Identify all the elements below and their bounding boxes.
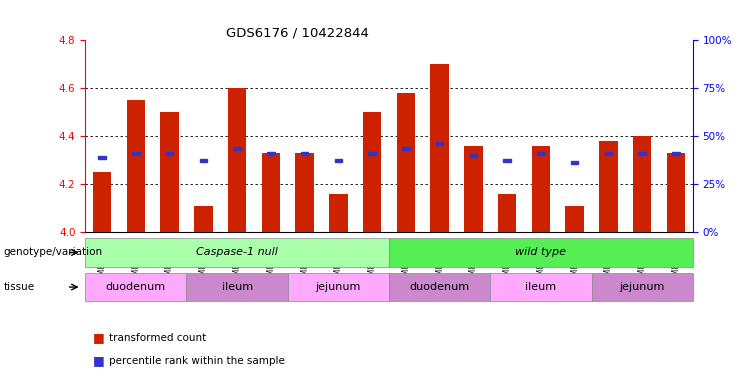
Bar xyxy=(85,238,389,267)
Bar xyxy=(531,146,551,232)
Bar xyxy=(464,146,482,232)
Bar xyxy=(396,93,415,232)
Bar xyxy=(368,152,376,154)
Title: GDS6176 / 10422844: GDS6176 / 10422844 xyxy=(227,26,369,39)
Text: ileum: ileum xyxy=(525,282,556,292)
Text: ■: ■ xyxy=(93,354,104,367)
Text: Caspase-1 null: Caspase-1 null xyxy=(196,247,278,258)
Text: transformed count: transformed count xyxy=(109,333,206,343)
Bar xyxy=(571,161,579,164)
Text: genotype/variation: genotype/variation xyxy=(4,247,103,258)
Text: ileum: ileum xyxy=(222,282,253,292)
Bar xyxy=(605,152,612,154)
Text: wild type: wild type xyxy=(516,247,566,258)
Bar xyxy=(268,152,275,154)
Bar xyxy=(301,152,308,154)
Bar xyxy=(633,136,651,232)
Text: jejunum: jejunum xyxy=(619,282,665,292)
Text: tissue: tissue xyxy=(4,282,35,292)
Bar xyxy=(565,206,584,232)
Text: duodenum: duodenum xyxy=(106,282,166,292)
Bar xyxy=(537,152,545,154)
Bar xyxy=(436,142,443,145)
Bar xyxy=(187,273,288,301)
Bar xyxy=(389,273,491,301)
Text: percentile rank within the sample: percentile rank within the sample xyxy=(109,356,285,366)
Bar xyxy=(262,153,280,232)
Text: duodenum: duodenum xyxy=(410,282,470,292)
Bar xyxy=(470,154,477,157)
Bar xyxy=(99,157,106,159)
Bar xyxy=(199,159,207,162)
Text: jejunum: jejunum xyxy=(316,282,361,292)
Bar xyxy=(288,273,389,301)
Bar xyxy=(503,159,511,162)
Bar xyxy=(402,147,410,150)
Bar xyxy=(227,88,247,232)
Bar xyxy=(491,273,591,301)
Bar xyxy=(233,147,241,150)
Bar xyxy=(498,194,516,232)
Bar xyxy=(639,152,646,154)
Bar xyxy=(667,153,685,232)
Bar xyxy=(431,64,449,232)
Bar xyxy=(599,141,618,232)
Bar xyxy=(363,112,382,232)
Bar xyxy=(93,172,111,232)
Bar xyxy=(166,152,173,154)
Bar xyxy=(194,206,213,232)
Bar xyxy=(296,153,314,232)
Bar xyxy=(132,152,139,154)
Bar xyxy=(335,159,342,162)
Bar xyxy=(127,100,145,232)
Bar xyxy=(672,152,679,154)
Bar xyxy=(389,238,693,267)
Bar xyxy=(85,273,187,301)
Text: ■: ■ xyxy=(93,331,104,344)
Bar xyxy=(329,194,348,232)
Bar xyxy=(160,112,179,232)
Bar xyxy=(591,273,693,301)
